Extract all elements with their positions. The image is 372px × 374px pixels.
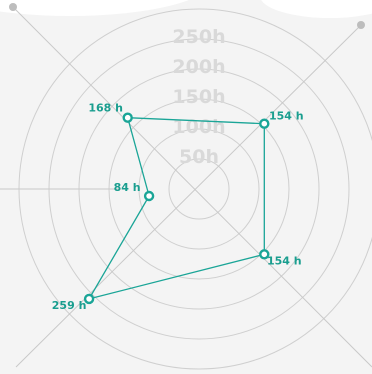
data-point xyxy=(143,190,155,202)
data-layer xyxy=(83,112,270,305)
axis-endpoint xyxy=(9,3,17,11)
corner-decoration xyxy=(0,0,189,16)
ring-label: 100h xyxy=(172,116,225,138)
axis-endpoint xyxy=(357,21,365,29)
data-point xyxy=(259,249,270,260)
data-point xyxy=(83,293,95,305)
ring-label: 200h xyxy=(172,56,225,78)
ring-labels: 50h 100h 150h 200h 250h xyxy=(172,26,225,168)
data-label: 168 h xyxy=(88,102,123,115)
axis-line xyxy=(15,24,362,368)
data-point xyxy=(259,118,270,129)
grid-ring xyxy=(138,128,260,250)
series-polygon xyxy=(87,117,265,300)
grid-layer xyxy=(0,3,372,370)
data-label: 154 h xyxy=(269,110,304,123)
axis-line xyxy=(12,6,372,368)
data-point xyxy=(122,112,133,123)
ring-label: 150h xyxy=(172,86,225,108)
data-labels: 168 h 154 h 154 h 259 h 84 h xyxy=(52,102,304,312)
corner-decoration xyxy=(261,0,372,18)
ring-label: 250h xyxy=(172,26,225,48)
ring-label: 50h xyxy=(179,146,219,168)
data-label: 259 h xyxy=(52,299,87,312)
data-label: 154 h xyxy=(267,254,302,267)
data-label: 84 h xyxy=(114,181,141,194)
background-layer xyxy=(0,0,372,18)
grid-ring xyxy=(168,158,230,220)
